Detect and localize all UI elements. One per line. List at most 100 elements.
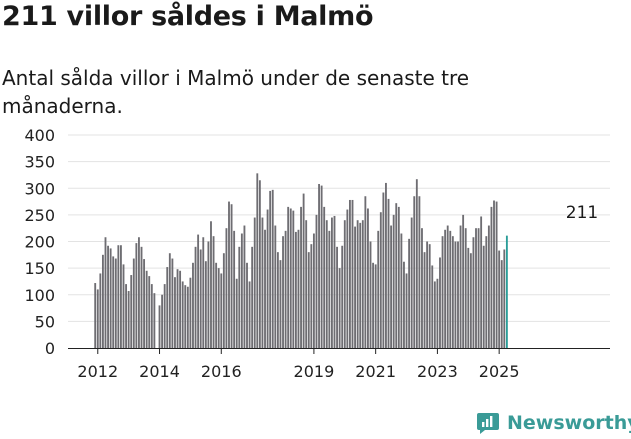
bar-latest <box>505 235 508 348</box>
bar <box>230 204 233 348</box>
bar <box>395 203 398 348</box>
bar <box>341 245 344 348</box>
bar <box>423 252 426 348</box>
bar <box>261 217 264 348</box>
bar <box>271 189 274 348</box>
bar <box>312 233 315 348</box>
bar <box>168 253 171 348</box>
bar <box>194 246 197 348</box>
bar <box>184 285 187 348</box>
bar <box>351 199 354 348</box>
bar <box>354 226 356 348</box>
bar <box>143 259 146 348</box>
bar <box>158 305 161 348</box>
bar <box>186 286 189 348</box>
bar <box>120 245 122 348</box>
bar <box>202 237 205 348</box>
bar <box>135 243 138 348</box>
bar <box>444 229 447 348</box>
bar <box>318 183 320 348</box>
bar <box>210 221 212 348</box>
bar <box>150 284 153 348</box>
bar <box>356 220 359 348</box>
bar <box>310 244 313 348</box>
bar <box>374 264 377 348</box>
bar <box>441 236 444 348</box>
bar <box>446 225 449 348</box>
bar <box>369 241 372 348</box>
bar <box>225 228 228 348</box>
bar <box>212 236 215 348</box>
bar <box>387 198 390 348</box>
bar <box>138 237 140 348</box>
bar <box>467 247 470 348</box>
bar <box>246 262 248 348</box>
bar <box>289 208 292 348</box>
bar <box>287 206 290 348</box>
bar <box>264 229 266 348</box>
bar <box>333 215 336 348</box>
bar <box>166 267 169 348</box>
bar <box>207 241 210 348</box>
bar <box>256 173 259 348</box>
bar <box>418 196 421 348</box>
bar <box>258 180 261 348</box>
bar <box>390 225 393 348</box>
bar <box>436 278 439 348</box>
bar <box>421 228 423 348</box>
bar <box>161 294 164 348</box>
bar <box>457 241 459 348</box>
bar <box>400 233 403 348</box>
bar <box>377 230 380 348</box>
bar <box>459 225 462 348</box>
bar <box>487 225 490 348</box>
bar <box>359 222 362 348</box>
y-tick-label: 250 <box>24 206 55 225</box>
bar <box>462 214 465 348</box>
bar <box>302 193 305 348</box>
bar <box>475 228 477 348</box>
y-tick-label: 50 <box>35 312 55 331</box>
bar <box>328 230 331 348</box>
bar <box>107 245 109 348</box>
bar <box>336 246 338 348</box>
bar <box>197 234 200 348</box>
y-tick-label: 0 <box>45 339 55 358</box>
bar <box>163 284 166 348</box>
bar <box>426 241 429 348</box>
bar <box>469 253 472 348</box>
bar <box>192 262 194 348</box>
bar <box>276 252 279 348</box>
bar <box>253 217 256 348</box>
bar <box>428 244 431 348</box>
bar <box>500 260 503 348</box>
bar <box>117 245 120 348</box>
bar <box>349 199 351 348</box>
bar <box>449 230 452 348</box>
y-tick-label: 200 <box>24 233 55 252</box>
bar <box>503 249 506 348</box>
bar <box>451 236 454 348</box>
bar <box>127 291 130 348</box>
bar <box>493 200 495 348</box>
bar <box>122 264 125 348</box>
bar <box>382 192 385 348</box>
bar <box>325 220 328 348</box>
bar <box>495 201 498 348</box>
bar <box>220 273 223 348</box>
bar <box>482 245 485 348</box>
bar <box>415 179 418 348</box>
bar <box>472 237 475 348</box>
bar <box>431 265 434 348</box>
bar <box>130 275 133 348</box>
bar <box>112 256 115 348</box>
bar <box>235 278 238 348</box>
bar <box>408 238 411 348</box>
x-tick-label: 2021 <box>355 362 396 381</box>
bar <box>114 258 117 348</box>
bar <box>132 258 135 348</box>
bar <box>125 284 128 348</box>
bars <box>94 173 508 348</box>
bar <box>145 270 148 348</box>
bar <box>454 241 457 348</box>
